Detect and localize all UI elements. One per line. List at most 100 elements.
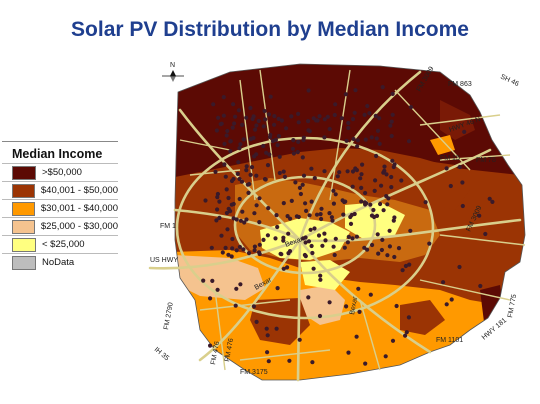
region-east-mid [420,160,470,210]
pv-installation-dot [311,116,316,121]
pv-installation-dot [291,151,296,156]
pv-installation-dot [222,141,227,146]
pv-installation-dot [261,143,266,149]
pv-installation-dot [378,201,383,207]
pv-installation-dot [257,251,262,257]
pv-installation-dot [315,118,320,123]
pv-installation-dot [220,250,225,255]
pv-installation-dot [332,252,337,258]
pv-installation-dot [229,178,235,184]
legend-label: >$50,000 [42,167,82,178]
pv-installation-dot [297,337,302,342]
pv-installation-dot [350,117,356,122]
pv-installation-dot [279,252,284,257]
pv-installation-dot [286,231,291,236]
pv-installation-dot [225,128,230,134]
pv-installation-dot [233,114,238,119]
pv-installation-dot [264,326,269,331]
pv-installation-dot [346,120,351,126]
legend-item: $30,001 - $40,000 [2,199,118,217]
road-label: FM 863 [448,81,472,88]
pv-installation-dot [377,116,382,121]
pv-installation-dot [399,178,404,183]
pv-installation-dot [215,207,220,212]
map-title: Solar PV Distribution by Median Income [71,18,469,41]
pv-installation-dot [360,162,365,167]
pv-installation-dot [217,199,222,204]
pv-installation-dot [374,136,379,141]
pv-installation-dot [391,164,396,170]
pv-installation-dot [311,266,316,271]
road-minor [179,139,231,151]
pv-installation-dot [248,172,253,177]
road-ih35-north [298,70,422,242]
pv-installation-dot [342,199,347,205]
pv-installation-dot [281,266,286,271]
road-label: FM 1 [160,223,176,230]
pv-installation-dot [460,180,465,185]
pv-installation-dot [368,292,373,297]
pv-installation-dot [327,211,332,216]
pv-installation-dot [353,166,358,171]
pv-installation-dot [223,245,228,250]
pv-installation-dot [214,128,219,133]
pv-installation-dot [354,334,359,339]
road-label: SH 46 [499,73,520,88]
pv-installation-dot [279,118,284,123]
pv-installation-dot [249,165,255,170]
pv-installation-dot [266,112,272,117]
pv-installation-dot [250,116,255,122]
road-minor [419,279,511,301]
pv-installation-dot [221,95,226,100]
pv-installation-dot [373,178,378,183]
pv-installation-dot [222,162,227,167]
pv-installation-dot [462,129,467,134]
pv-installation-dot [253,127,258,132]
pv-installation-dot [323,238,328,243]
pv-installation-dot [275,286,280,291]
road-ih10 [173,208,522,243]
pv-installation-dot [333,236,338,241]
north-label: N [170,62,175,69]
pv-installation-dot [263,177,268,182]
pv-installation-dot [309,243,314,249]
pv-installation-dot [344,304,349,309]
pv-installation-dot [296,214,301,220]
road-label: FM 2790 [163,302,175,331]
pv-installation-dot [387,244,392,249]
pv-installation-dot [348,214,353,220]
pv-installation-dot [229,202,234,207]
road-south [296,238,302,382]
pv-installation-dot [225,227,230,232]
pv-installation-dot [254,123,259,128]
pv-installation-dot [403,263,408,269]
pv-installation-dot [229,254,234,259]
pv-installation-dot [301,173,307,178]
pv-installation-dot [273,236,278,241]
pv-installation-dot [244,115,249,120]
pv-installation-dot [264,150,269,155]
pv-installation-dot [242,220,247,225]
pv-installation-dot [306,239,312,244]
legend-title: Median Income [2,141,118,163]
pv-installation-dot [276,116,281,121]
pv-installation-dot [224,187,229,192]
pv-installation-dot [214,218,219,223]
pv-installation-dot [252,244,257,249]
pv-installation-dot [388,123,393,128]
map-legend: Median Income >$50,000 $40,001 - $50,000 $… [2,141,118,271]
pv-installation-dot [389,174,394,180]
pv-installation-dot [240,122,245,127]
pv-installation-dot [341,212,346,217]
region-south-patch [250,298,310,345]
pv-installation-dot [317,313,323,319]
pv-installation-dot [237,176,242,182]
pv-installation-dot [203,198,208,203]
pv-installation-dot [406,315,411,320]
pv-installation-dot [400,268,405,273]
pv-installation-dot [306,128,311,133]
road-label: FM 15 [440,155,460,162]
pv-installation-dot [339,116,344,121]
pv-installation-dot [208,343,213,348]
